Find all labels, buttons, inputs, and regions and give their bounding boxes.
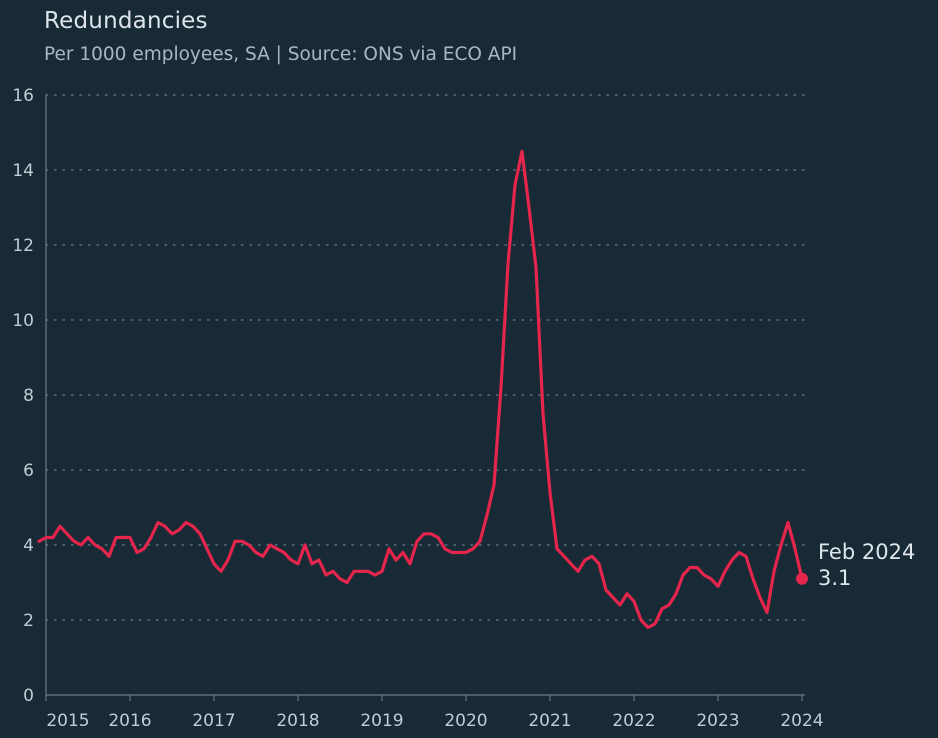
- x-tick-label: 2018: [276, 711, 319, 731]
- y-tick-label: 4: [23, 536, 34, 556]
- chart-title: Redundancies: [44, 8, 208, 34]
- y-tick-label: 16: [12, 86, 34, 106]
- x-tick-label: 2021: [528, 711, 571, 731]
- y-tick-label: 0: [23, 686, 34, 706]
- x-tick-label: 2019: [360, 711, 403, 731]
- x-tick-label: 2017: [192, 711, 235, 731]
- y-tick-label: 12: [12, 236, 34, 256]
- y-tick-label: 6: [23, 461, 34, 481]
- x-tick-label: 2020: [444, 711, 487, 731]
- last-point-marker: [796, 572, 808, 585]
- y-axis-ticks: 0 2 4 6 8 10 12 14 16: [12, 86, 34, 706]
- series-layer: [37, 149, 808, 630]
- annotation-value: 3.1: [818, 566, 851, 590]
- x-axis-ticks: 2015 2016 2017 2018 2019 2020 2021 2022 2023 2024: [45, 695, 824, 731]
- annotation-date: Feb 2024: [818, 540, 915, 564]
- y-tick-label: 10: [12, 311, 34, 331]
- y-tick-label: 14: [12, 161, 34, 181]
- x-tick-label: 2024: [780, 711, 823, 731]
- x-tick-label: 2016: [108, 711, 151, 731]
- annotation-layer: Feb 2024 3.1: [818, 540, 915, 590]
- x-tick-label: 2023: [696, 711, 739, 731]
- y-tick-label: 2: [23, 611, 34, 631]
- y-tick-label: 8: [23, 386, 34, 406]
- series-line: [37, 149, 804, 630]
- x-tick-label: 2015: [46, 711, 89, 731]
- gridlines: [45, 94, 806, 621]
- x-tick-label: 2022: [612, 711, 655, 731]
- chart-subtitle: Per 1000 employees, SA | Source: ONS via…: [44, 44, 518, 65]
